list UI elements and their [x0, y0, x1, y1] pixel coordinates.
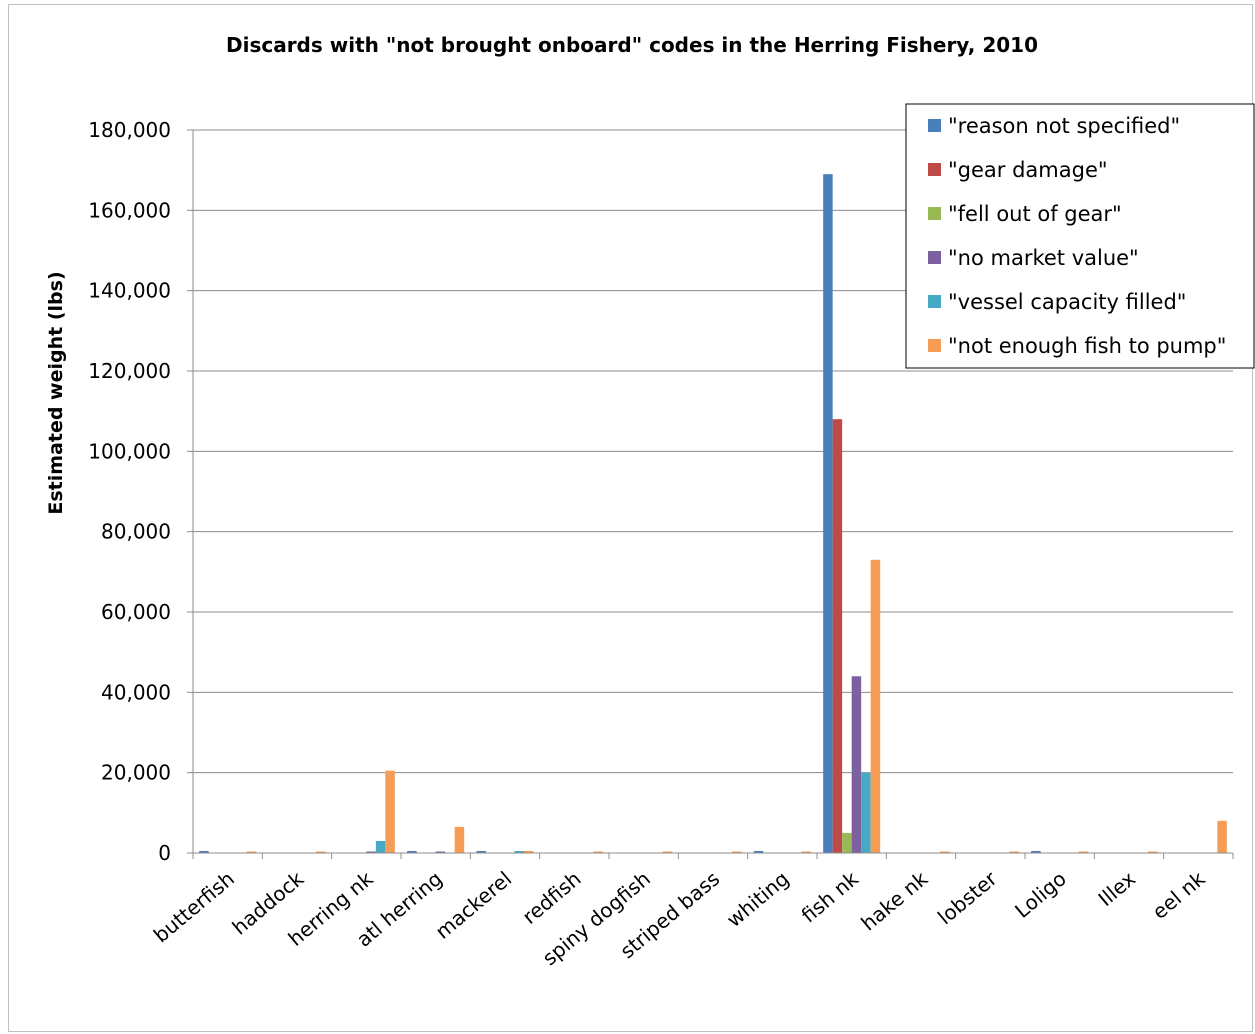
bar [246, 851, 257, 853]
y-tick-label: 40,000 [101, 680, 171, 704]
x-category-label: eel nk [1148, 866, 1210, 924]
legend-entry: "not enough fish to pump" [948, 334, 1226, 358]
bar [801, 851, 811, 853]
bar [870, 559, 881, 853]
bar [842, 832, 852, 853]
legend-entry: "fell out of gear" [948, 202, 1122, 226]
bar [385, 770, 395, 853]
legend-entry: "gear damage" [948, 158, 1108, 182]
y-tick-label: 60,000 [101, 600, 171, 624]
y-tick-label: 140,000 [88, 279, 171, 303]
bar [1078, 851, 1089, 853]
legend-swatch [928, 295, 941, 308]
x-category-label: fish nk [797, 866, 864, 927]
axes [192, 130, 1234, 859]
legend-entry: "vessel capacity filled" [948, 290, 1186, 314]
legend-entry: "reason not specified" [948, 114, 1180, 138]
bar [732, 851, 742, 853]
x-category-label: mackerel [431, 866, 517, 943]
y-axis-label: Estimated weight (lbs) [45, 271, 67, 514]
legend-entry: "no market value" [948, 246, 1139, 270]
bar [524, 850, 534, 853]
bars [199, 174, 1227, 853]
bar [832, 419, 843, 853]
y-tick-label: 0 [158, 841, 171, 865]
y-tick-label: 160,000 [88, 198, 171, 222]
bar [476, 850, 486, 853]
bar [1217, 820, 1227, 853]
x-category-label: butterfish [149, 866, 239, 947]
legend: "reason not specified" "gear damage" "fell… [905, 103, 1255, 369]
bar [407, 850, 417, 853]
x-category-label: whiting [722, 866, 794, 932]
chart-title: Discards with "not brought onboard" code… [226, 33, 1038, 57]
x-category-label: lobster [933, 866, 1002, 929]
bar [454, 826, 465, 853]
y-axis-ticks: 0 20,000 40,000 60,000 80,000 100,000 120,000 1… [88, 118, 193, 865]
bar [753, 850, 764, 853]
bar [366, 851, 376, 853]
bar [316, 851, 326, 853]
x-category-label: Loligo [1010, 866, 1071, 922]
x-category-label: hake nk [856, 866, 932, 935]
bar [861, 772, 871, 853]
bar [593, 851, 603, 853]
legend-swatch [928, 163, 941, 176]
bar [375, 840, 386, 853]
legend-swatch [928, 119, 941, 132]
bar [851, 676, 862, 853]
bar [662, 851, 673, 853]
bar [435, 851, 446, 853]
bar [823, 174, 833, 853]
y-tick-label: 100,000 [88, 439, 171, 463]
legend-swatch [928, 207, 941, 220]
y-tick-label: 20,000 [101, 761, 171, 785]
legend-swatch [928, 251, 941, 264]
bar [1148, 851, 1158, 853]
legend-box [905, 103, 1255, 369]
bar [1031, 850, 1041, 853]
bar [940, 851, 950, 853]
x-category-label: Illex [1094, 866, 1141, 911]
bar [199, 850, 209, 853]
y-tick-label: 180,000 [88, 118, 171, 142]
bar [1009, 851, 1019, 853]
bar [514, 850, 524, 853]
y-tick-label: 80,000 [101, 520, 171, 544]
y-tick-label: 120,000 [88, 359, 171, 383]
legend-swatch [928, 339, 941, 352]
